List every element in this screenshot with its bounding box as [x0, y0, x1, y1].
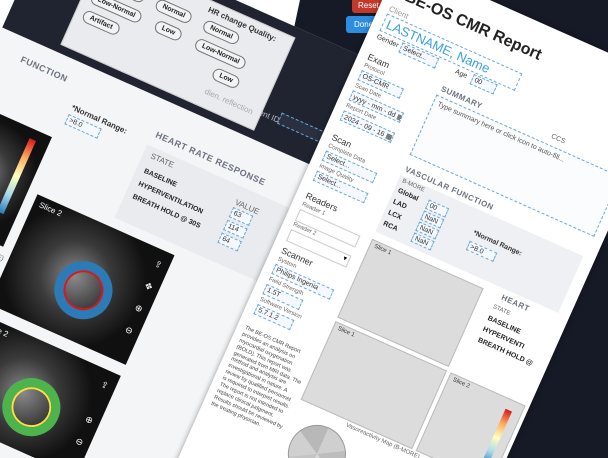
opt-label: Normal: [161, 3, 187, 20]
vascular-row-name-3: RCA: [381, 220, 399, 233]
calendar-icon[interactable]: ▦: [384, 132, 394, 142]
slice-label: Slice 2: [451, 377, 471, 390]
vascular-row-name-1: LAD: [391, 198, 408, 211]
slice-label: Slice 2: [0, 320, 10, 339]
report-bullseye-plot: [278, 415, 356, 458]
zoom-in-icon[interactable]: ⊕: [83, 413, 95, 426]
pan-icon[interactable]: ✥: [143, 280, 155, 293]
opt-label: Low-Normal: [200, 42, 241, 66]
vascular-row-name-2: LCX: [386, 209, 403, 222]
hr-quality-low[interactable]: Low: [210, 66, 242, 90]
colorbar: [481, 408, 513, 458]
zoom-in-icon[interactable]: ⊕: [133, 302, 145, 315]
zoom-out-icon[interactable]: ⊖: [73, 435, 85, 448]
upload-icon[interactable]: ⇪: [152, 258, 164, 271]
slice-label: Slice 1: [373, 243, 393, 257]
chevron-down-icon: ▾: [341, 255, 348, 263]
report-date-value: 2024 - 09 - 16: [342, 114, 386, 139]
opt-label: Low: [218, 72, 234, 85]
zoom-out-icon[interactable]: ⊖: [123, 324, 135, 337]
function-title: FUNCTION: [19, 54, 70, 84]
myocardium-ring: [0, 368, 70, 446]
upload-icon[interactable]: ⇪: [99, 378, 111, 392]
report-hr-row-0: STATE: [491, 304, 512, 318]
state-header: STATE: [149, 151, 176, 170]
faint-reflection-text: dien. reflection: [203, 86, 255, 117]
slice-label: Slice 2: [37, 200, 64, 219]
calendar-icon[interactable]: ▦: [395, 113, 405, 123]
done-label: Done: [354, 20, 374, 29]
age-label: Age: [453, 68, 469, 80]
ccs-label: CCS: [549, 133, 567, 146]
slice-label: Slice 1: [336, 325, 356, 339]
myocardium-ring: [45, 251, 122, 329]
opt-label: Artifact: [88, 14, 114, 31]
opt-label: Normal: [208, 24, 234, 41]
reset-label: Reset: [358, 1, 379, 10]
hr-quality-low-normal[interactable]: Low-Normal: [193, 37, 249, 72]
summary-placeholder: Type summary here or click icon to auto-…: [436, 101, 566, 164]
colorbar: [0, 138, 37, 215]
quality-low[interactable]: Low: [152, 19, 184, 43]
opt-label: Low: [160, 24, 177, 37]
